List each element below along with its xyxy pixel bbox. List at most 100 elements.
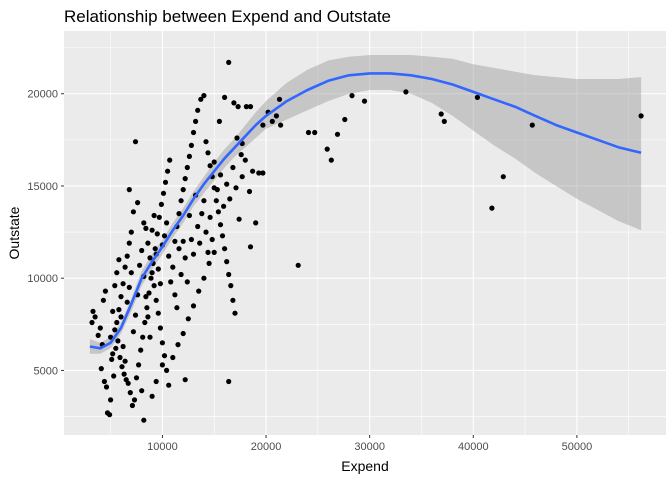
x-tick-label: 20000 [251, 441, 282, 453]
data-point [101, 378, 107, 385]
data-points [89, 59, 644, 423]
data-point [196, 288, 202, 294]
data-point [198, 96, 204, 102]
data-point [174, 305, 180, 311]
data-point [127, 390, 133, 396]
data-point [230, 164, 236, 171]
data-point [295, 262, 301, 268]
data-point [152, 246, 158, 252]
data-point [203, 139, 209, 145]
data-point [201, 275, 207, 281]
data-point [207, 214, 213, 220]
data-point [89, 319, 95, 326]
data-point [116, 307, 122, 313]
data-point [120, 343, 126, 350]
data-point [232, 310, 238, 316]
data-point [185, 316, 191, 322]
data-point [182, 377, 188, 383]
data-point [638, 113, 644, 119]
data-point [145, 314, 151, 320]
data-point [166, 253, 172, 259]
data-point [176, 246, 182, 252]
data-point [149, 393, 155, 399]
data-point [139, 388, 145, 394]
data-point [122, 264, 128, 270]
data-point [273, 113, 279, 119]
data-point [126, 284, 132, 290]
data-point [110, 351, 116, 357]
plot-panel [64, 31, 666, 435]
data-point [165, 168, 171, 174]
grid-lines [64, 31, 666, 435]
data-point [92, 314, 98, 320]
data-point [167, 157, 173, 163]
data-point [269, 118, 275, 124]
data-point [138, 347, 144, 353]
data-point [172, 292, 178, 298]
data-point [178, 198, 184, 204]
data-point [230, 297, 236, 303]
data-point [149, 270, 155, 276]
data-point [207, 163, 213, 169]
data-point [182, 255, 188, 261]
data-point [140, 334, 146, 340]
data-point [119, 364, 125, 370]
data-point [184, 164, 190, 171]
data-point [120, 281, 126, 287]
data-point [130, 209, 136, 215]
data-point [110, 308, 116, 314]
x-axis-ticks: 10000 20000 30000 40000 50000 [147, 435, 592, 453]
y-axis-ticks: 5000 10000 15000 20000 [27, 89, 64, 377]
data-point [224, 181, 230, 187]
smooth-line-group [89, 72, 642, 350]
data-point [132, 312, 139, 318]
data-point [438, 111, 444, 117]
data-point [242, 157, 248, 163]
data-point [184, 279, 190, 285]
data-point [162, 179, 169, 185]
data-point [216, 118, 222, 124]
data-point [260, 170, 266, 176]
data-point [124, 253, 130, 259]
data-point [180, 238, 186, 244]
data-point [142, 319, 148, 326]
data-point [305, 129, 312, 136]
data-point [144, 305, 150, 311]
data-point [126, 187, 132, 193]
data-point [188, 236, 194, 243]
data-point [168, 279, 174, 285]
data-point [214, 187, 220, 193]
data-point [151, 283, 157, 289]
data-point [139, 247, 145, 254]
data-point [441, 118, 447, 124]
data-point [146, 290, 152, 296]
data-point [131, 397, 138, 403]
data-point [182, 176, 188, 182]
data-point [342, 116, 348, 123]
data-point [201, 198, 207, 204]
data-point [118, 314, 124, 320]
data-point [103, 384, 110, 390]
data-point [195, 107, 201, 113]
data-point [190, 303, 197, 309]
data-point [157, 325, 163, 331]
data-point [180, 330, 186, 337]
data-point [151, 212, 157, 219]
data-point [227, 196, 233, 202]
data-point [403, 89, 409, 95]
data-point [109, 356, 115, 362]
data-point [328, 157, 334, 163]
data-point [128, 229, 134, 235]
chart-title: Relationship between Expend and Outstate [64, 7, 391, 26]
data-point [157, 281, 163, 287]
data-point [193, 118, 199, 124]
x-tick-label: 30000 [354, 441, 385, 453]
y-tick-label: 5000 [34, 365, 58, 377]
data-point [100, 297, 106, 303]
data-point [117, 354, 123, 361]
data-point [136, 362, 142, 368]
data-point [129, 402, 135, 409]
data-point [154, 231, 160, 237]
data-point [141, 417, 147, 423]
